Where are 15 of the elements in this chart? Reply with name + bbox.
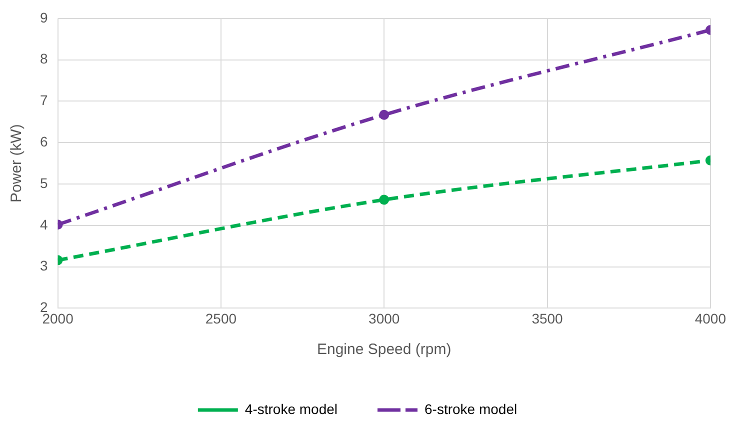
y-tick-label: 3 [40, 258, 48, 274]
x-tick-label: 2500 [205, 310, 237, 326]
y-axis-title: Power (kW) [8, 124, 26, 202]
y-tick-label: 6 [40, 133, 48, 150]
y-tick-label: 5 [40, 174, 48, 191]
x-axis-title: Engine Speed (rpm) [316, 341, 452, 358]
y-tick-label: 8 [40, 50, 48, 67]
x-tick-label: 3500 [532, 310, 564, 326]
y-tick-label: 9 [40, 9, 48, 26]
y-tick-label: 7 [40, 92, 48, 108]
y-tick-label: 4 [40, 216, 48, 232]
x-tick-label: 3000 [368, 310, 400, 326]
legend-label: 6-stroke model [424, 400, 518, 417]
x-tick-label: 4000 [694, 310, 726, 326]
legend-label: 4-stroke model [244, 400, 338, 417]
